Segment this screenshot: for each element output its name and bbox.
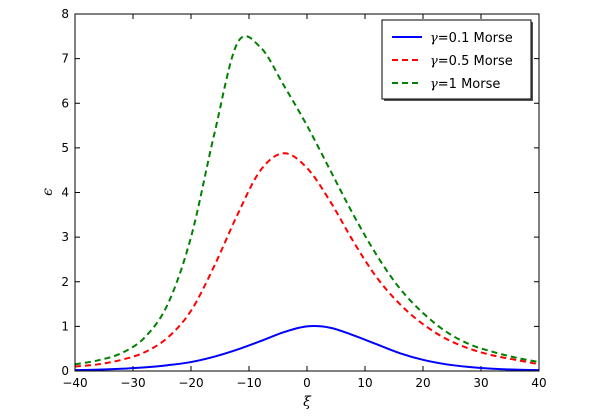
y-tick-label: 4 — [61, 186, 69, 200]
x-tick-label: 30 — [473, 376, 488, 390]
y-tick-label: 5 — [61, 141, 69, 155]
y-tick-label: 8 — [61, 7, 69, 21]
x-tick-label: −10 — [236, 376, 261, 390]
legend-label: γ=0.1 Morse — [430, 31, 513, 46]
x-tick-label: 20 — [415, 376, 430, 390]
y-tick-label: 0 — [61, 364, 69, 378]
y-tick-label: 3 — [61, 230, 69, 244]
x-tick-label: 40 — [531, 376, 546, 390]
y-tick-label: 1 — [61, 319, 69, 333]
x-tick-label: 10 — [357, 376, 372, 390]
y-tick-label: 7 — [61, 52, 69, 66]
y-tick-label: 6 — [61, 96, 69, 110]
legend-label: γ=0.5 Morse — [430, 54, 513, 69]
series-line — [74, 152, 540, 368]
tick-labels: −40 −30 −20 −10 0 10 20 30 40 0 1 2 3 4 5 6 7 8 — [61, 7, 546, 390]
x-tick-label: −30 — [120, 376, 145, 390]
legend-label: γ=1 Morse — [430, 77, 500, 92]
legend: γ=0.1 Morse γ=0.5 Morse γ=1 Morse — [381, 19, 533, 101]
series-layer — [74, 35, 540, 372]
plot-frame — [74, 13, 540, 372]
series-line — [74, 35, 540, 366]
x-tick-label: 0 — [303, 376, 311, 390]
series-line — [74, 325, 540, 372]
x-tick-label: −20 — [178, 376, 203, 390]
y-axis-label: ϵ — [40, 188, 56, 196]
y-tick-label: 2 — [61, 275, 69, 289]
x-axis-label: ξ — [303, 394, 312, 410]
x-tick-label: −40 — [62, 376, 87, 390]
